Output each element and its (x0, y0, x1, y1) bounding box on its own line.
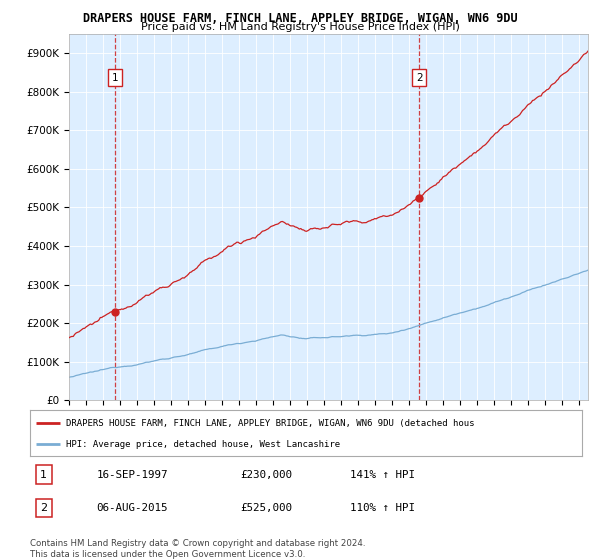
Text: Contains HM Land Registry data © Crown copyright and database right 2024.
This d: Contains HM Land Registry data © Crown c… (30, 539, 365, 559)
Text: 2: 2 (416, 73, 422, 83)
Text: 2: 2 (40, 503, 47, 513)
Text: 110% ↑ HPI: 110% ↑ HPI (350, 503, 415, 513)
Text: Price paid vs. HM Land Registry's House Price Index (HPI): Price paid vs. HM Land Registry's House … (140, 22, 460, 32)
Text: DRAPERS HOUSE FARM, FINCH LANE, APPLEY BRIDGE, WIGAN, WN6 9DU (detached hous: DRAPERS HOUSE FARM, FINCH LANE, APPLEY B… (66, 419, 475, 428)
Text: £230,000: £230,000 (240, 470, 292, 479)
Text: 06-AUG-2015: 06-AUG-2015 (96, 503, 168, 513)
Text: £525,000: £525,000 (240, 503, 292, 513)
Text: DRAPERS HOUSE FARM, FINCH LANE, APPLEY BRIDGE, WIGAN, WN6 9DU: DRAPERS HOUSE FARM, FINCH LANE, APPLEY B… (83, 12, 517, 25)
Text: 1: 1 (112, 73, 118, 83)
Text: 141% ↑ HPI: 141% ↑ HPI (350, 470, 415, 479)
Text: 16-SEP-1997: 16-SEP-1997 (96, 470, 168, 479)
Text: 1: 1 (40, 470, 47, 479)
Text: HPI: Average price, detached house, West Lancashire: HPI: Average price, detached house, West… (66, 440, 340, 449)
